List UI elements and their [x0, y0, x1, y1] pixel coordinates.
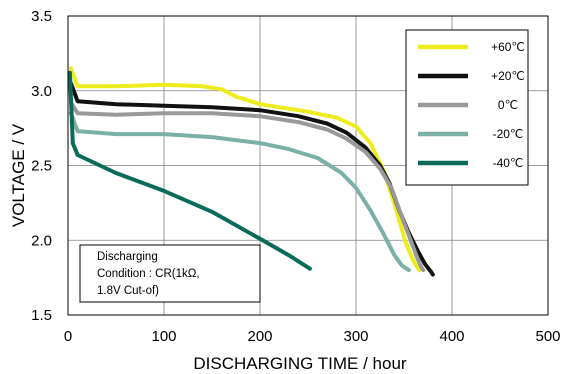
x-axis-title: DISCHARGING TIME / hour [193, 354, 407, 373]
series-line [67, 70, 312, 271]
x-tick-label: 300 [343, 328, 368, 345]
legend-label: -20℃ [493, 127, 524, 141]
series-line [68, 81, 435, 277]
x-tick-label: 500 [535, 328, 560, 345]
y-axis-title: VOLTAGE / V [9, 123, 28, 227]
x-tick-label: 200 [247, 328, 272, 345]
condition-annotation: Discharging Condition : CR(1kΩ, 1.8V Cut-o… [79, 244, 261, 303]
annotation-line: Condition : CR(1kΩ, [97, 268, 200, 280]
x-tick-label: 100 [151, 328, 176, 345]
chart-series [67, 66, 435, 277]
annotation-line: 1.8V Cut-of) [97, 285, 159, 297]
y-tick-label: 1.5 [31, 307, 52, 324]
chart-legend: +60℃ +20℃ 0℃ -20℃ -40℃ [405, 29, 529, 186]
x-axis-ticks: 0 100 200 300 400 500 [64, 328, 561, 345]
series-line [68, 100, 426, 273]
legend-label: 0℃ [498, 98, 518, 112]
legend-box [405, 29, 529, 186]
y-tick-label: 2.5 [31, 158, 52, 175]
annotation-box [79, 244, 261, 303]
legend-label: +60℃ [491, 40, 525, 54]
x-tick-label: 0 [64, 328, 72, 345]
series-line [68, 66, 422, 273]
annotation-line: Discharging [97, 251, 158, 263]
x-tick-label: 400 [439, 328, 464, 345]
legend-label: -40℃ [493, 156, 524, 170]
series-line [68, 111, 411, 273]
y-tick-label: 3.0 [31, 83, 52, 100]
plot-frame [67, 15, 549, 316]
y-tick-label: 3.5 [31, 8, 52, 25]
y-axis-ticks: 1.5 2.0 2.5 3.0 3.5 [31, 8, 52, 324]
y-tick-label: 2.0 [31, 232, 52, 249]
legend-label: +20℃ [491, 69, 525, 83]
